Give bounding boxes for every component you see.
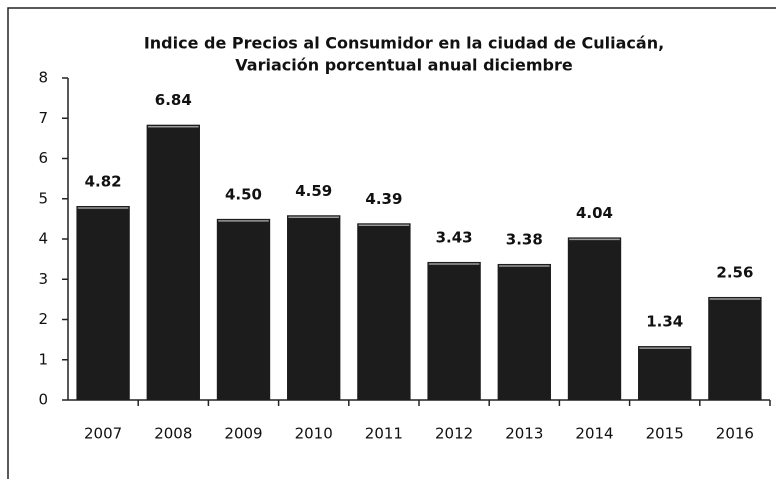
bar — [216, 218, 271, 400]
bar — [357, 223, 411, 400]
x-tick-label: 2010 — [295, 425, 333, 443]
bar — [497, 263, 551, 400]
x-tick-label: 2011 — [365, 425, 403, 443]
data-label: 4.59 — [295, 182, 332, 200]
bar — [427, 261, 481, 400]
x-tick-label: 2007 — [84, 425, 122, 443]
x-tick-label: 2009 — [224, 425, 262, 443]
data-label: 6.84 — [155, 91, 192, 109]
data-label: 4.82 — [85, 172, 122, 190]
y-tick-label: 2 — [38, 310, 48, 328]
data-label: 2.56 — [716, 263, 753, 281]
chart-title: Indice de Precios al Consumidor en la ci… — [144, 34, 664, 53]
chart-title: Variación porcentual anual diciembre — [235, 56, 573, 75]
x-tick-label: 2008 — [154, 425, 192, 443]
data-label: 3.43 — [436, 228, 473, 246]
x-tick-label: 2014 — [575, 425, 613, 443]
bar — [287, 215, 341, 400]
bar — [146, 124, 200, 400]
x-tick-label: 2012 — [435, 425, 473, 443]
data-label: 4.39 — [365, 190, 402, 208]
y-tick-label: 1 — [38, 350, 48, 368]
y-tick-label: 3 — [38, 270, 48, 288]
x-tick-label: 2016 — [716, 425, 754, 443]
bar — [708, 296, 762, 400]
y-tick-label: 4 — [38, 230, 48, 248]
bar — [76, 205, 130, 400]
y-tick-label: 6 — [38, 149, 48, 167]
y-tick-label: 8 — [38, 69, 48, 87]
x-tick-label: 2015 — [646, 425, 684, 443]
data-label: 1.34 — [646, 313, 683, 331]
chart-border — [7, 7, 776, 479]
y-tick-label: 7 — [38, 109, 48, 127]
bar — [638, 346, 692, 400]
data-label: 3.38 — [506, 230, 543, 248]
y-tick-label: 5 — [38, 189, 48, 207]
bar — [567, 237, 622, 400]
x-tick-label: 2013 — [505, 425, 543, 443]
y-tick-label: 0 — [38, 391, 48, 409]
data-label: 4.50 — [225, 185, 262, 203]
data-label: 4.04 — [576, 204, 613, 222]
